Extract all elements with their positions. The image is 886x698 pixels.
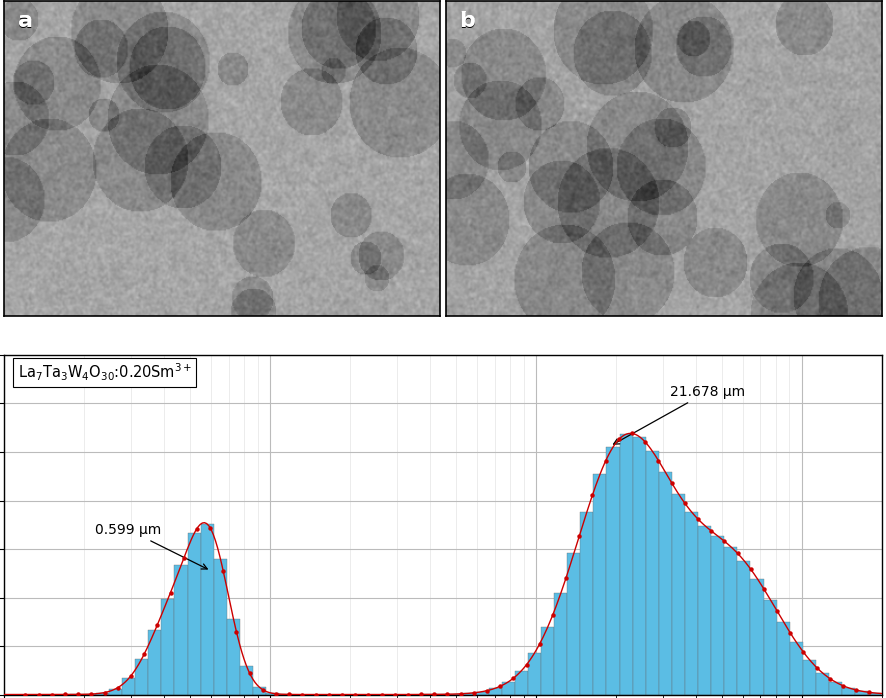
Bar xyxy=(554,593,567,695)
Bar xyxy=(737,560,750,695)
Bar xyxy=(462,693,476,695)
Bar xyxy=(266,693,279,695)
Bar xyxy=(580,512,594,695)
Bar xyxy=(633,437,646,695)
Bar xyxy=(567,554,580,695)
Bar xyxy=(842,688,855,695)
Bar xyxy=(803,660,816,695)
Bar xyxy=(816,673,829,695)
Bar xyxy=(829,682,842,695)
Bar xyxy=(501,682,515,695)
Bar xyxy=(711,536,724,695)
Bar xyxy=(528,653,541,695)
Bar xyxy=(659,473,672,695)
Bar xyxy=(122,678,136,695)
Bar xyxy=(606,447,619,695)
Text: b: b xyxy=(460,13,476,32)
Text: 21.678 μm: 21.678 μm xyxy=(614,385,745,444)
Bar xyxy=(253,688,266,695)
Bar xyxy=(175,565,188,695)
Bar xyxy=(868,693,882,695)
Bar xyxy=(240,667,253,695)
Bar xyxy=(777,622,789,695)
Bar xyxy=(476,692,489,695)
Bar xyxy=(214,559,227,695)
Bar xyxy=(136,659,148,695)
Bar xyxy=(515,671,528,695)
Bar xyxy=(188,533,200,695)
Bar xyxy=(96,693,109,695)
Bar xyxy=(685,512,698,695)
Bar xyxy=(594,474,607,695)
Bar xyxy=(161,599,175,695)
Bar xyxy=(200,524,214,695)
Bar xyxy=(488,688,501,695)
Text: 0.599 μm: 0.599 μm xyxy=(96,523,207,569)
Bar xyxy=(789,642,803,695)
Bar xyxy=(855,691,868,695)
Bar xyxy=(148,630,161,695)
Bar xyxy=(698,526,711,695)
Bar xyxy=(764,600,777,695)
Bar xyxy=(619,434,633,695)
Bar xyxy=(646,452,659,695)
Text: a: a xyxy=(18,11,33,31)
Bar xyxy=(724,547,737,695)
Text: b: b xyxy=(459,11,475,31)
Bar xyxy=(750,579,764,695)
Bar xyxy=(541,627,554,695)
Text: a: a xyxy=(18,11,33,31)
Text: b: b xyxy=(459,11,475,31)
Bar xyxy=(109,689,122,695)
Text: a: a xyxy=(19,13,34,32)
Text: La$_7$Ta$_3$W$_4$O$_{30}$:0.20Sm$^{3+}$: La$_7$Ta$_3$W$_4$O$_{30}$:0.20Sm$^{3+}$ xyxy=(18,362,192,383)
Bar xyxy=(227,619,240,695)
Bar xyxy=(672,494,685,695)
